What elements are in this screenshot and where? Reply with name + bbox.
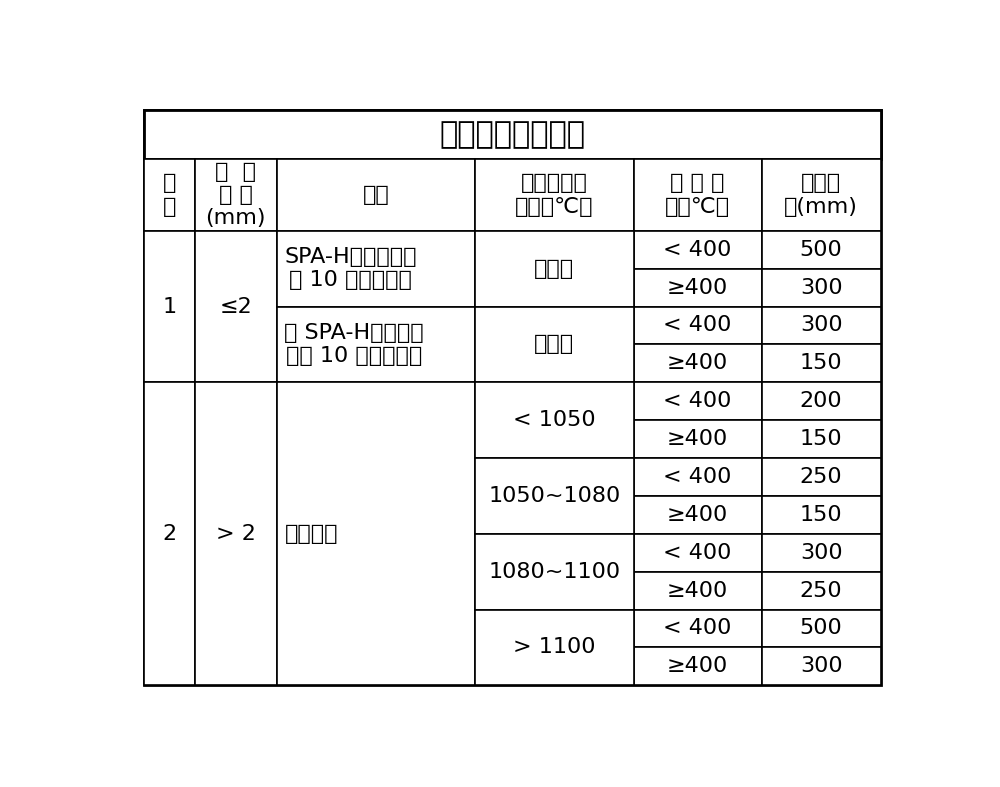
Bar [634, 306, 762, 345]
Bar [762, 382, 881, 420]
Bar [634, 609, 762, 648]
Bar [762, 231, 881, 268]
Text: 250: 250 [800, 467, 842, 487]
Text: 粗轧末道次
温度（℃）: 粗轧末道次 温度（℃） [515, 173, 594, 216]
Text: > 1100: > 1100 [513, 637, 596, 657]
Bar [634, 159, 762, 231]
Bar [475, 231, 634, 306]
Text: 装钢间
距(mm): 装钢间 距(mm) [784, 173, 858, 216]
Text: 牌号: 牌号 [362, 185, 389, 205]
Text: < 400: < 400 [663, 619, 732, 638]
Text: 300: 300 [800, 278, 842, 297]
Bar [475, 534, 634, 609]
Text: 300: 300 [800, 656, 842, 676]
Text: ≥400: ≥400 [667, 278, 728, 297]
Bar [634, 534, 762, 571]
Bar [762, 268, 881, 306]
Bar [634, 571, 762, 609]
Text: 2: 2 [162, 524, 177, 544]
Bar [762, 571, 881, 609]
Text: < 400: < 400 [663, 316, 732, 335]
Text: 1050~1080: 1050~1080 [488, 486, 621, 506]
Text: ≥400: ≥400 [667, 656, 728, 676]
Bar [144, 109, 881, 159]
Bar [277, 231, 475, 306]
Bar [762, 420, 881, 458]
Bar [195, 231, 277, 382]
Text: < 400: < 400 [663, 543, 732, 563]
Bar [195, 159, 277, 231]
Bar [634, 458, 762, 496]
Text: 250: 250 [800, 581, 842, 600]
Bar [475, 458, 634, 534]
Text: ≥400: ≥400 [667, 429, 728, 449]
Text: > 2: > 2 [216, 524, 256, 544]
Bar [195, 382, 277, 685]
Text: 1: 1 [162, 297, 177, 316]
Bar [762, 609, 881, 648]
Bar [277, 306, 475, 382]
Text: 1080~1100: 1080~1100 [488, 562, 620, 582]
Bar [144, 382, 195, 685]
Text: 轧  制
厚 度
(mm): 轧 制 厚 度 (mm) [205, 162, 266, 228]
Text: ≤2: ≤2 [219, 297, 252, 316]
Bar [634, 420, 762, 458]
Bar [762, 496, 881, 534]
Text: < 400: < 400 [663, 240, 732, 260]
Text: ≥400: ≥400 [667, 353, 728, 373]
Bar [634, 496, 762, 534]
Text: 序
号: 序 号 [163, 173, 176, 216]
Bar [762, 306, 881, 345]
Text: ≥400: ≥400 [667, 504, 728, 525]
Text: 150: 150 [800, 353, 842, 373]
Bar [277, 159, 475, 231]
Bar [634, 231, 762, 268]
Text: 300: 300 [800, 316, 842, 335]
Bar [144, 159, 195, 231]
Text: < 400: < 400 [663, 467, 732, 487]
Bar [277, 382, 475, 685]
Text: 非 SPA-H（包括计
划前 10 块过渡材）: 非 SPA-H（包括计 划前 10 块过渡材） [284, 323, 424, 366]
Text: 不考虑: 不考虑 [534, 334, 574, 354]
Text: 150: 150 [800, 504, 842, 525]
Text: 入 炉 温
度（℃）: 入 炉 温 度（℃） [665, 173, 730, 216]
Bar [475, 159, 634, 231]
Bar [475, 382, 634, 458]
Bar [762, 345, 881, 382]
Bar [475, 609, 634, 685]
Bar [475, 306, 634, 382]
Text: 500: 500 [800, 619, 842, 638]
Bar [634, 345, 762, 382]
Text: 150: 150 [800, 429, 842, 449]
Bar [634, 268, 762, 306]
Text: 不考虑: 不考虑 [534, 259, 574, 279]
Bar [762, 534, 881, 571]
Text: < 1050: < 1050 [513, 410, 596, 430]
Text: 所有钢种: 所有钢种 [284, 524, 338, 544]
Bar [762, 458, 881, 496]
Bar [144, 231, 195, 382]
Text: < 400: < 400 [663, 391, 732, 412]
Text: 300: 300 [800, 543, 842, 563]
Text: ≥400: ≥400 [667, 581, 728, 600]
Text: 200: 200 [800, 391, 842, 412]
Text: SPA-H（包括计划
前 10 块过渡材）: SPA-H（包括计划 前 10 块过渡材） [284, 247, 417, 290]
Bar [762, 648, 881, 685]
Text: 装炉坯间距标准表: 装炉坯间距标准表 [440, 120, 586, 149]
Bar [634, 382, 762, 420]
Text: 500: 500 [800, 240, 842, 260]
Bar [762, 159, 881, 231]
Bar [634, 648, 762, 685]
